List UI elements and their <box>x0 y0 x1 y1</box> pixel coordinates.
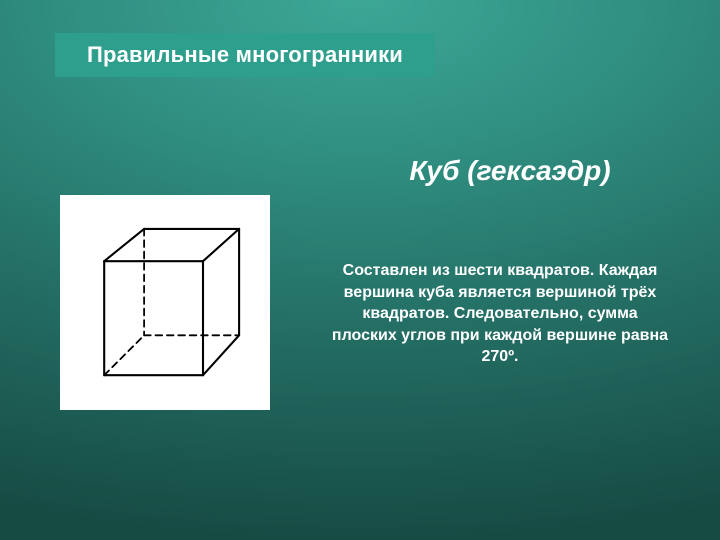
slide: Правильные многогранники Куб (гексаэдр) … <box>0 0 720 540</box>
title-text: Правильные многогранники <box>87 42 403 68</box>
body-text: Составлен из шести квадратов. Каждая вер… <box>330 260 670 368</box>
title-bar: Правильные многогранники <box>55 33 435 77</box>
subtitle: Куб (гексаэдр) <box>330 155 690 187</box>
figure-panel <box>60 195 270 410</box>
cube-diagram <box>70 208 260 398</box>
